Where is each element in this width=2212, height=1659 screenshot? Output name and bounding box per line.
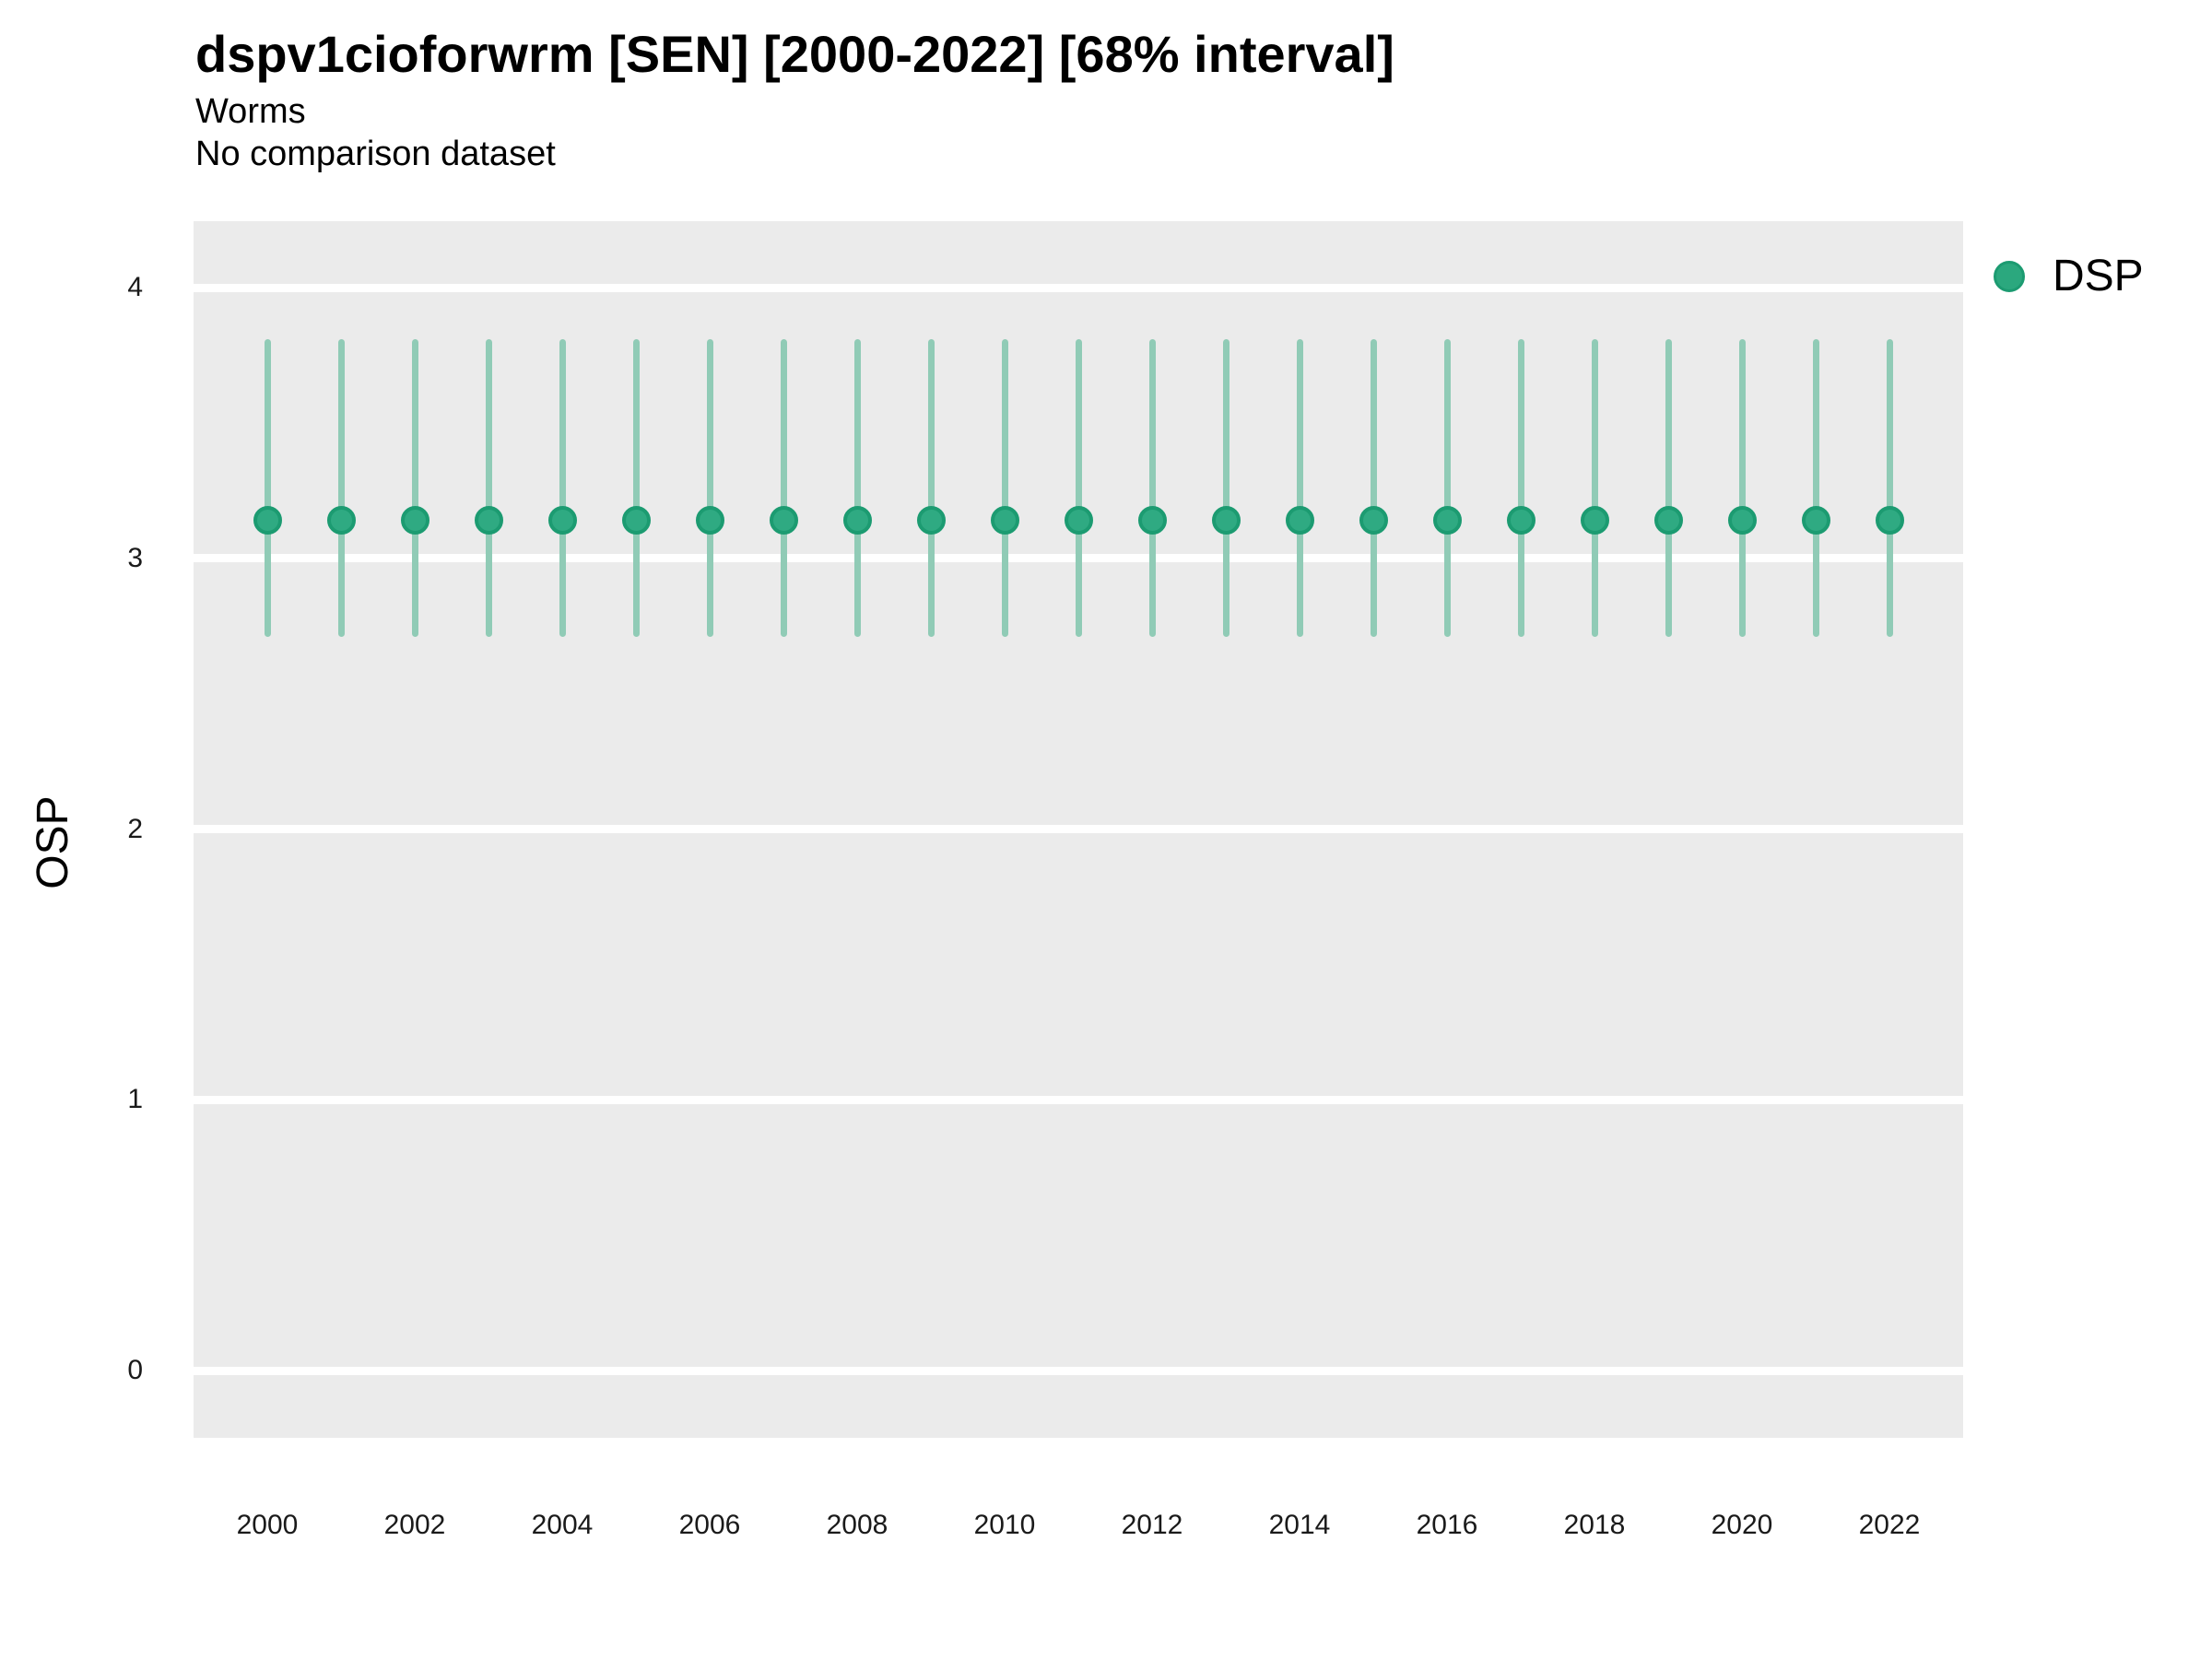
gridline-y-0 <box>194 1366 1963 1375</box>
x-tick-label-2012: 2012 <box>1121 1510 1183 1540</box>
point-2021 <box>1801 506 1830 535</box>
errorbar-2006 <box>706 338 713 637</box>
errorbar-2014 <box>1296 338 1303 637</box>
point-2012 <box>1137 506 1167 535</box>
point-2022 <box>1875 506 1904 535</box>
x-tick-label-2022: 2022 <box>1858 1510 1921 1540</box>
point-2020 <box>1727 506 1757 535</box>
errorbar-2011 <box>1075 338 1082 637</box>
errorbar-2021 <box>1812 338 1819 637</box>
errorbar-2003 <box>485 338 492 637</box>
plot-panel <box>194 221 1963 1438</box>
point-2007 <box>769 506 798 535</box>
point-2006 <box>695 506 724 535</box>
errorbar-2004 <box>559 338 566 637</box>
gridline-y-2 <box>194 825 1963 833</box>
plot-subtitle: Worms <box>195 92 306 131</box>
point-2016 <box>1432 506 1462 535</box>
x-tick-label-2008: 2008 <box>826 1510 888 1540</box>
errorbar-2009 <box>927 338 935 637</box>
x-tick-label-2014: 2014 <box>1268 1510 1331 1540</box>
errorbar-2017 <box>1517 338 1524 637</box>
x-tick-label-2018: 2018 <box>1563 1510 1626 1540</box>
errorbar-2008 <box>853 338 861 637</box>
point-2019 <box>1653 506 1683 535</box>
point-2014 <box>1285 506 1314 535</box>
point-2005 <box>621 506 651 535</box>
plot-title: dspv1cioforwrm [SEN] [2000-2022] [68% in… <box>195 25 1394 83</box>
errorbar-2015 <box>1370 338 1377 637</box>
point-2001 <box>326 506 356 535</box>
errorbar-2013 <box>1222 338 1230 637</box>
errorbar-2016 <box>1443 338 1451 637</box>
y-tick-label-3: 3 <box>127 542 143 573</box>
errorbar-2020 <box>1738 338 1746 637</box>
errorbar-2000 <box>264 338 271 637</box>
x-tick-label-2002: 2002 <box>383 1510 446 1540</box>
errorbar-2018 <box>1591 338 1598 637</box>
point-2000 <box>253 506 282 535</box>
point-2013 <box>1211 506 1241 535</box>
point-2003 <box>474 506 503 535</box>
point-2017 <box>1506 506 1535 535</box>
errorbar-2010 <box>1001 338 1008 637</box>
point-2015 <box>1359 506 1388 535</box>
point-2011 <box>1064 506 1093 535</box>
x-tick-label-2010: 2010 <box>973 1510 1036 1540</box>
errorbar-2012 <box>1148 338 1156 637</box>
x-tick-label-2000: 2000 <box>236 1510 299 1540</box>
legend: DSP <box>1994 254 2144 299</box>
y-axis-title: OSP <box>29 795 77 889</box>
point-2010 <box>990 506 1019 535</box>
x-tick-label-2004: 2004 <box>531 1510 594 1540</box>
x-tick-label-2020: 2020 <box>1711 1510 1773 1540</box>
point-2008 <box>842 506 872 535</box>
y-tick-label-2: 2 <box>127 813 143 844</box>
legend-label: DSP <box>2053 252 2144 300</box>
point-2004 <box>547 506 577 535</box>
errorbar-2019 <box>1665 338 1672 637</box>
point-2009 <box>916 506 946 535</box>
errorbar-2007 <box>780 338 787 637</box>
point-2018 <box>1580 506 1609 535</box>
gridline-y-4 <box>194 283 1963 292</box>
gridline-y-1 <box>194 1095 1963 1104</box>
errorbar-2005 <box>632 338 640 637</box>
x-tick-label-2016: 2016 <box>1416 1510 1478 1540</box>
x-tick-label-2006: 2006 <box>678 1510 741 1540</box>
errorbar-2001 <box>337 338 345 637</box>
legend-dot-icon <box>1994 261 2025 292</box>
point-2002 <box>400 506 429 535</box>
comparison-note: No comparison dataset <box>195 135 556 173</box>
errorbar-2022 <box>1886 338 1893 637</box>
y-tick-label-1: 1 <box>127 1084 143 1115</box>
y-tick-label-4: 4 <box>127 272 143 302</box>
y-tick-label-0: 0 <box>127 1355 143 1385</box>
errorbar-2002 <box>411 338 418 637</box>
